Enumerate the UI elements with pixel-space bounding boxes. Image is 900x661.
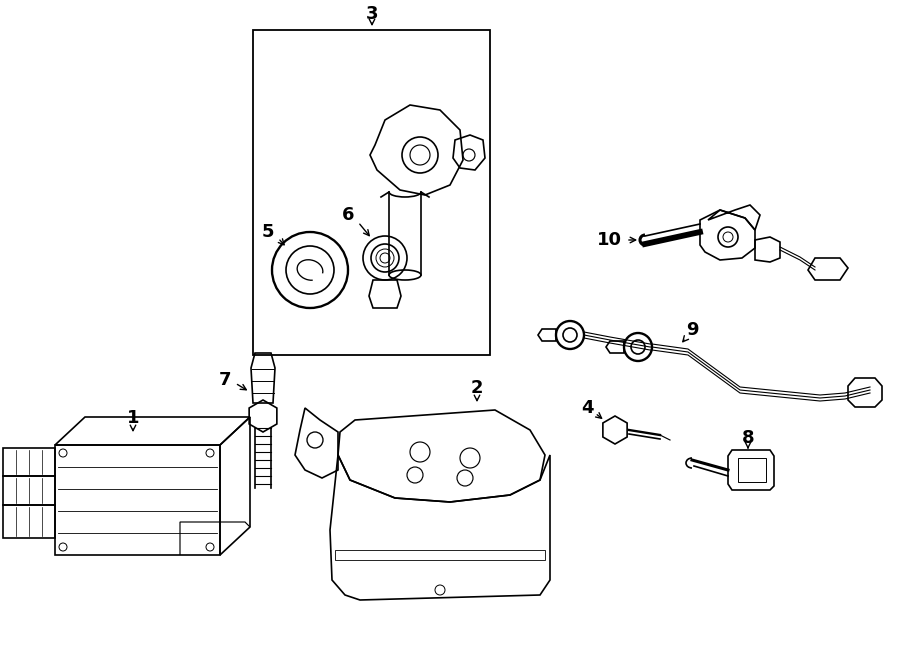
Text: 6: 6: [342, 206, 355, 224]
Text: 4: 4: [580, 399, 593, 417]
Text: 8: 8: [742, 429, 754, 447]
Text: 7: 7: [219, 371, 231, 389]
Text: 5: 5: [262, 223, 274, 241]
Text: 1: 1: [127, 409, 140, 427]
Text: 10: 10: [597, 231, 622, 249]
Text: 3: 3: [365, 5, 378, 23]
Text: 2: 2: [471, 379, 483, 397]
Text: 9: 9: [686, 321, 698, 339]
